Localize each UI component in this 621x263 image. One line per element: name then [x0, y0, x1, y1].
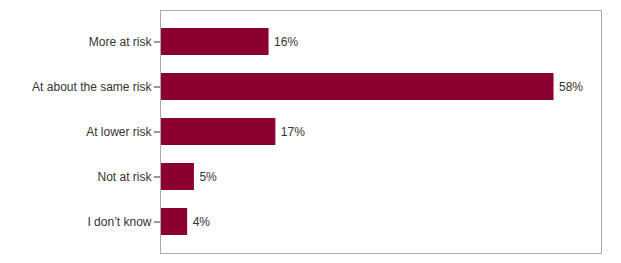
svg-text:5%: 5% [199, 170, 217, 184]
svg-text:I don’t know: I don’t know [87, 215, 151, 229]
svg-text:58%: 58% [559, 80, 583, 94]
svg-text:At lower risk: At lower risk [86, 125, 152, 139]
svg-text:More at risk: More at risk [89, 35, 153, 49]
svg-text:17%: 17% [281, 125, 305, 139]
svg-text:4%: 4% [193, 215, 211, 229]
svg-text:Not at risk: Not at risk [97, 170, 152, 184]
svg-text:At about the same risk: At about the same risk [32, 80, 152, 94]
svg-text:16%: 16% [274, 35, 298, 49]
